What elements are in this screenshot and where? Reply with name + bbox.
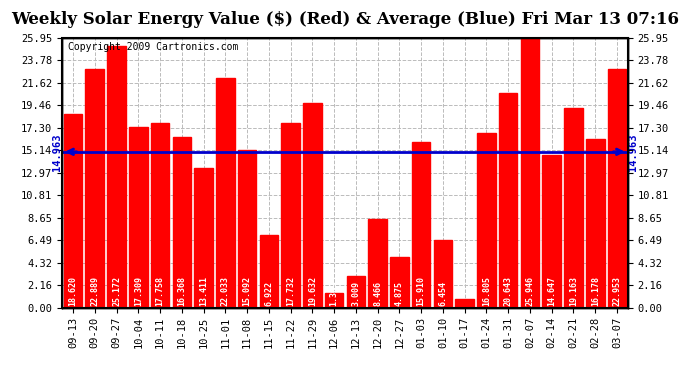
Text: 20.643: 20.643 xyxy=(504,276,513,306)
Text: 22.033: 22.033 xyxy=(221,276,230,306)
Text: 14.647: 14.647 xyxy=(547,276,556,306)
Bar xyxy=(129,128,148,308)
Text: Weekly Solar Energy Value ($) (Red) & Average (Blue) Fri Mar 13 07:16: Weekly Solar Energy Value ($) (Red) & Av… xyxy=(11,11,679,28)
Text: 8.466: 8.466 xyxy=(373,281,382,306)
Bar xyxy=(477,133,495,308)
Text: 22.889: 22.889 xyxy=(90,276,99,306)
Bar xyxy=(542,155,561,308)
Bar xyxy=(368,219,387,308)
Text: 3.009: 3.009 xyxy=(351,281,360,306)
Bar xyxy=(608,69,627,308)
Bar xyxy=(107,46,126,308)
Bar xyxy=(586,139,604,308)
Text: 14.963: 14.963 xyxy=(629,133,638,171)
Text: 19.632: 19.632 xyxy=(308,276,317,306)
Text: 15.910: 15.910 xyxy=(417,276,426,306)
Text: 18.620: 18.620 xyxy=(68,276,77,306)
Bar xyxy=(564,108,583,308)
Bar xyxy=(346,276,365,308)
Bar xyxy=(303,103,322,308)
Text: 1.369: 1.369 xyxy=(330,281,339,306)
Text: 13.411: 13.411 xyxy=(199,276,208,306)
Bar xyxy=(434,240,452,308)
Bar xyxy=(412,142,431,308)
Bar xyxy=(172,137,191,308)
Bar xyxy=(238,150,256,308)
Text: Copyright 2009 Cartronics.com: Copyright 2009 Cartronics.com xyxy=(68,42,238,51)
Text: 17.732: 17.732 xyxy=(286,276,295,306)
Text: 19.163: 19.163 xyxy=(569,276,578,306)
Text: 22.953: 22.953 xyxy=(613,276,622,306)
Text: 16.178: 16.178 xyxy=(591,276,600,306)
Bar xyxy=(325,293,344,308)
Bar xyxy=(282,123,300,308)
Bar xyxy=(151,123,169,308)
Text: 25.172: 25.172 xyxy=(112,276,121,306)
Text: 25.946: 25.946 xyxy=(526,276,535,306)
Bar xyxy=(63,114,82,308)
Text: 17.309: 17.309 xyxy=(134,276,143,306)
Text: 6.454: 6.454 xyxy=(438,281,447,306)
Bar xyxy=(216,78,235,308)
Text: 15.092: 15.092 xyxy=(243,276,252,306)
Bar xyxy=(499,93,518,308)
Text: 4.875: 4.875 xyxy=(395,281,404,306)
Bar xyxy=(86,69,104,308)
Bar xyxy=(390,257,408,307)
Text: 6.922: 6.922 xyxy=(264,281,273,306)
Bar xyxy=(455,300,474,307)
Text: 16.368: 16.368 xyxy=(177,276,186,306)
Bar xyxy=(259,236,278,308)
Text: 17.758: 17.758 xyxy=(155,276,164,306)
Text: 14.963: 14.963 xyxy=(52,133,61,171)
Bar xyxy=(195,168,213,308)
Text: 16.805: 16.805 xyxy=(482,276,491,306)
Bar xyxy=(521,38,539,308)
